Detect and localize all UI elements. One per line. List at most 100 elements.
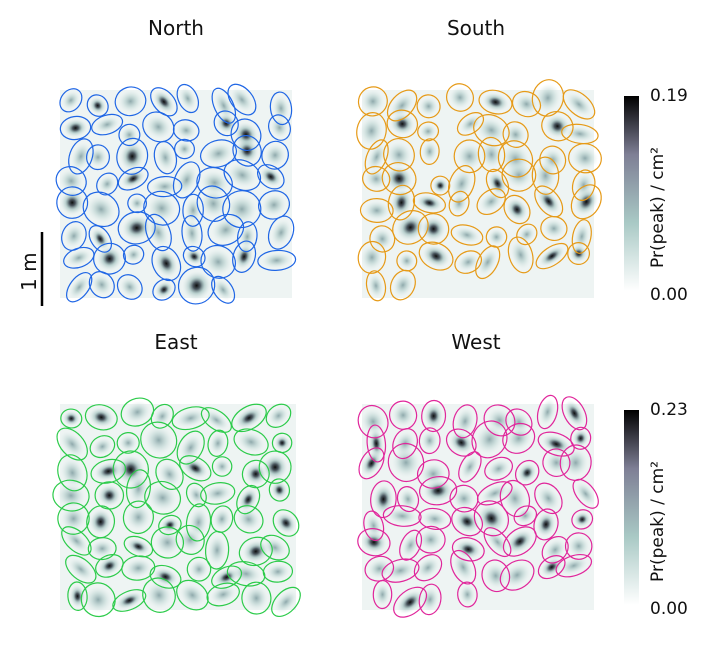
heatmap-peak xyxy=(537,486,560,511)
field-ellipse xyxy=(267,215,295,250)
field-ellipse xyxy=(516,223,538,246)
heatmap-peak xyxy=(271,219,292,246)
heatmap-peak xyxy=(64,529,89,553)
field-ellipse xyxy=(417,121,440,142)
heatmap-peak xyxy=(422,510,448,528)
heatmap-peak xyxy=(71,142,91,171)
field-ellipse xyxy=(144,213,172,252)
heatmap-peak xyxy=(274,435,290,451)
field-ellipse xyxy=(200,407,232,433)
heatmap-peak xyxy=(92,437,113,456)
heatmap-peak xyxy=(153,90,175,114)
field-ellipse xyxy=(120,397,155,427)
field-ellipse xyxy=(142,577,176,613)
field-ellipse xyxy=(95,554,124,578)
field-ellipse xyxy=(502,526,537,557)
heatmap-peak xyxy=(391,447,421,478)
field-ellipse xyxy=(122,244,145,265)
scale-bar-label: 1 m xyxy=(17,252,41,291)
field-ellipse xyxy=(381,162,417,196)
field-ellipse xyxy=(200,482,236,505)
heatmap-peak xyxy=(175,121,197,139)
field-ellipse xyxy=(182,193,204,227)
field-ellipse xyxy=(176,430,205,465)
heatmap-peak xyxy=(124,400,151,424)
heatmap-peak xyxy=(274,590,298,614)
field-ellipse xyxy=(96,172,119,196)
field-ellipse xyxy=(56,186,89,219)
field-ellipse xyxy=(447,165,476,203)
heatmap-peak xyxy=(182,270,212,301)
field-ellipse xyxy=(396,486,420,513)
heatmap-peak xyxy=(121,126,138,144)
colorbar-top xyxy=(624,96,639,291)
field-ellipse xyxy=(176,83,200,114)
field-ellipse xyxy=(265,403,292,428)
heatmap-peak xyxy=(179,87,197,110)
field-ellipse xyxy=(52,479,90,512)
field-ellipse xyxy=(213,110,239,137)
heatmap-peak xyxy=(399,489,417,510)
heatmap-peak xyxy=(375,583,390,606)
heatmap-peak xyxy=(535,83,561,113)
field-ellipse xyxy=(421,399,447,433)
field-ellipse xyxy=(387,442,425,483)
heatmap-peak xyxy=(97,484,121,507)
heatmap-peak xyxy=(460,114,481,133)
heatmap-peak xyxy=(69,275,90,299)
field-ellipse xyxy=(501,158,537,192)
field-ellipse xyxy=(59,115,92,141)
heatmap-peak xyxy=(574,188,599,216)
heatmap-peak xyxy=(544,114,570,138)
colorbar-bottom xyxy=(624,410,639,605)
heatmap-peak xyxy=(62,410,80,427)
heatmap-peak xyxy=(59,169,84,193)
heatmap-peak xyxy=(237,431,265,453)
heatmap-peak xyxy=(235,406,263,429)
field-ellipse xyxy=(91,113,124,136)
field-ellipse xyxy=(568,143,602,174)
field-ellipse xyxy=(88,271,115,299)
heatmap-peak xyxy=(204,410,229,430)
field-ellipse xyxy=(55,166,87,196)
field-ellipse xyxy=(416,94,441,119)
heatmap-peak xyxy=(270,117,289,138)
field-ellipse xyxy=(449,484,479,513)
field-ellipse xyxy=(227,83,257,116)
field-ellipse xyxy=(236,221,258,253)
field-ellipse xyxy=(418,427,441,455)
field-ellipse xyxy=(269,91,293,126)
heatmap-peak xyxy=(477,117,506,143)
heatmap-peak xyxy=(154,530,181,555)
field-ellipse xyxy=(471,420,508,459)
heatmap-peak xyxy=(451,193,468,214)
field-ellipse xyxy=(262,560,294,583)
field-ellipse xyxy=(66,271,93,303)
heatmap-peak xyxy=(94,461,123,481)
heatmap-peak xyxy=(361,531,387,554)
field-ellipse xyxy=(222,190,262,229)
heatmap-peak xyxy=(543,218,565,239)
field-ellipse xyxy=(232,240,257,273)
heatmap-peak xyxy=(210,585,237,604)
field-ellipse xyxy=(513,505,538,527)
field-ellipse xyxy=(65,554,97,584)
field-ellipse xyxy=(389,269,416,301)
field-ellipse xyxy=(531,79,565,117)
field-ellipse xyxy=(418,583,442,616)
heatmap-peak xyxy=(204,248,232,275)
field-ellipse xyxy=(261,140,289,170)
heatmap-peak xyxy=(539,246,565,267)
field-ellipse xyxy=(382,505,422,527)
field-ellipse xyxy=(88,225,113,253)
field-ellipse xyxy=(211,565,243,589)
field-ellipse xyxy=(481,559,511,593)
heatmap-peak xyxy=(545,451,568,474)
heatmap-peak xyxy=(156,144,175,171)
heatmap-peak xyxy=(145,114,171,139)
heatmap-peak xyxy=(125,558,152,578)
field-ellipse xyxy=(499,559,535,591)
heatmap-peak xyxy=(271,481,288,499)
heatmap-peak xyxy=(510,240,531,270)
